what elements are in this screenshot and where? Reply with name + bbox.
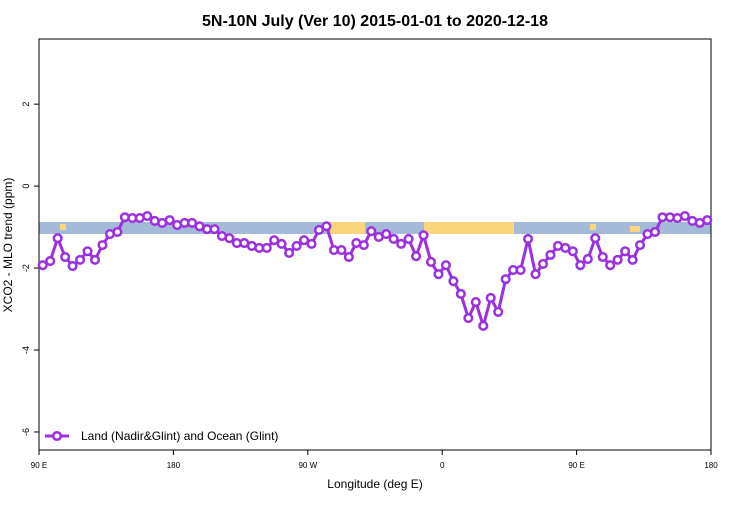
x-tick-label: 180 (704, 461, 718, 470)
data-point (545, 249, 556, 260)
data-point (582, 253, 593, 265)
data-point (343, 251, 354, 263)
data-point (321, 221, 332, 232)
data-point (45, 256, 56, 267)
y-tick-label: 0 (21, 184, 31, 189)
data-point (702, 215, 713, 226)
data-point (493, 306, 504, 317)
data-point (605, 260, 616, 271)
x-tick-label: 180 (167, 461, 181, 470)
x-axis-label: Longitude (deg E) (327, 477, 422, 491)
data-point (433, 269, 444, 280)
data-point (679, 210, 690, 222)
data-point (418, 230, 429, 241)
plot-frame (38, 38, 712, 451)
y-tick-label: 2 (21, 102, 31, 107)
x-tick-label: 90 E (31, 461, 47, 470)
land-patch (330, 222, 365, 234)
data-point (396, 238, 407, 249)
data-point (627, 254, 638, 265)
legend-label: Land (Nadir&Glint) and Ocean (Glint) (81, 429, 278, 443)
x-tick-label: 90 W (298, 461, 317, 470)
land-patch (630, 226, 640, 232)
data-point (470, 297, 481, 308)
data-point (299, 235, 310, 246)
data-point (336, 244, 347, 256)
y-tick-label: -6 (21, 428, 31, 436)
data-point (597, 251, 608, 263)
data-point (89, 254, 101, 265)
data-point (500, 274, 511, 285)
data-point (37, 260, 48, 271)
data-point (388, 233, 399, 245)
data-point (291, 240, 302, 251)
data-point (276, 238, 287, 249)
data-point (590, 233, 601, 244)
x-tick-label: 90 E (568, 461, 584, 470)
data-point (530, 269, 541, 280)
data-point (403, 233, 414, 245)
data-point (620, 246, 631, 257)
data-point (523, 233, 534, 245)
land-patch (60, 224, 66, 230)
land-patch (590, 224, 596, 230)
data-point (142, 210, 153, 222)
data-point (112, 226, 123, 238)
data-point (575, 260, 586, 271)
data-point (52, 233, 63, 244)
x-tick-label: 0 (440, 461, 445, 470)
data-point (411, 251, 422, 262)
data-point (455, 288, 466, 299)
data-point (261, 242, 272, 254)
data-point (567, 246, 578, 257)
data-point (82, 246, 93, 257)
data-point (612, 254, 623, 265)
data-point (635, 240, 646, 251)
data-point (649, 226, 661, 238)
legend-marker (51, 430, 63, 442)
data-point (515, 265, 526, 276)
data-point (463, 313, 474, 324)
land-patch (424, 222, 514, 234)
data-point (284, 247, 295, 258)
data-point (448, 276, 459, 287)
data-point (358, 240, 369, 251)
data-point (366, 226, 377, 237)
data-point (60, 251, 71, 263)
chart-title: 5N-10N July (Ver 10) 2015-01-01 to 2020-… (202, 13, 548, 30)
y-axis-label: XCO2 - MLO trend (ppm) (1, 178, 15, 313)
data-point (537, 258, 549, 270)
data-point (440, 260, 451, 271)
y-tick-label: -4 (21, 346, 31, 354)
y-tick-label: -2 (21, 264, 31, 272)
data-point (224, 233, 235, 244)
data-point (313, 224, 325, 236)
data-point (269, 235, 280, 246)
data-point (485, 292, 496, 304)
data-point (425, 256, 437, 267)
data-point (478, 320, 489, 331)
data-point (75, 254, 86, 265)
data-point (381, 229, 392, 240)
data-point (67, 260, 78, 272)
data-point (306, 238, 317, 249)
data-point (164, 215, 175, 226)
data-point (97, 240, 108, 251)
data-point (209, 224, 220, 235)
